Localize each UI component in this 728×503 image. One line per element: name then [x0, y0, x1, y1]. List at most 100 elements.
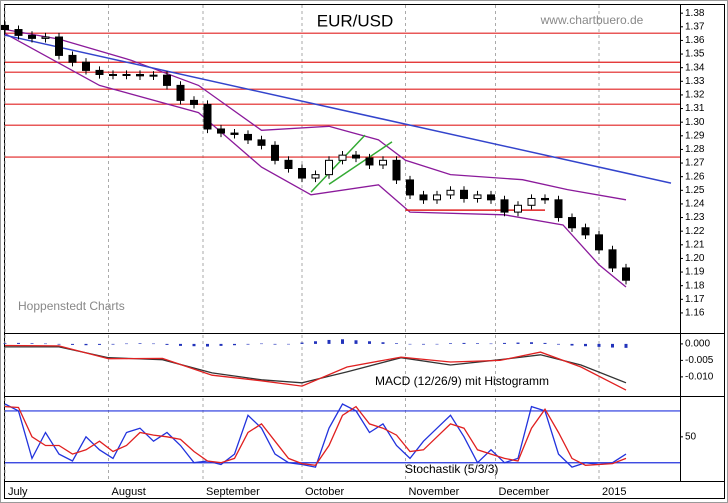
- candle-body: [82, 61, 90, 71]
- grid: [4, 5, 683, 480]
- histogram-bar: [71, 343, 74, 345]
- histogram-bar: [192, 343, 196, 347]
- candle-body: [433, 194, 441, 201]
- y-tick-label: 1.36: [685, 35, 705, 46]
- candle-body: [217, 128, 225, 134]
- histogram-bar: [273, 343, 277, 345]
- y-tick-label: 1.20: [685, 253, 705, 264]
- candle-body: [608, 249, 617, 269]
- histogram-bar: [570, 343, 574, 346]
- candle-body: [149, 74, 158, 77]
- histogram-bar: [98, 343, 101, 345]
- line: [4, 28, 627, 201]
- y-tick-label: 1.22: [685, 226, 705, 237]
- histogram-bar: [260, 343, 263, 345]
- line: [4, 403, 627, 468]
- x-tick-label: August: [112, 486, 146, 498]
- y-tick-label: 1.23: [685, 212, 705, 223]
- x-tick-label: July: [8, 486, 28, 498]
- candle-body: [190, 99, 198, 105]
- candle-body: [514, 204, 522, 213]
- candle-body: [392, 159, 401, 181]
- candle-body: [554, 199, 563, 219]
- line: [4, 344, 627, 391]
- y-tick-label: 1.16: [685, 308, 705, 319]
- candle-body: [298, 168, 306, 179]
- histogram-bar: [368, 341, 371, 344]
- histogram-bar: [422, 343, 425, 345]
- histogram-bar: [138, 343, 142, 344]
- candle-body: [446, 189, 455, 196]
- y-tick-label: 1.26: [685, 171, 705, 182]
- candle-body: [230, 132, 239, 135]
- line: [328, 141, 393, 185]
- histogram-bar: [408, 343, 412, 345]
- histogram-bar: [584, 343, 587, 347]
- histogram-bar: [219, 343, 223, 346]
- histogram-bar: [57, 343, 61, 345]
- candle-body: [271, 144, 279, 161]
- candle-body: [473, 194, 482, 199]
- y-tick-label: 1.27: [685, 158, 705, 169]
- x-tick-label: November: [409, 486, 460, 498]
- histogram-bar: [381, 342, 385, 344]
- histogram-bar: [354, 340, 358, 344]
- line: [4, 33, 627, 288]
- candle-body: [203, 103, 212, 130]
- marks: [1, 21, 672, 468]
- candle-body: [568, 217, 576, 229]
- candle-body: [595, 234, 603, 251]
- histogram-bar: [84, 343, 88, 346]
- y-tick-label: 50: [685, 431, 697, 442]
- histogram-bar: [314, 341, 317, 344]
- histogram-bar: [165, 343, 169, 345]
- x-tick-label: September: [206, 486, 260, 498]
- candle-body: [460, 189, 468, 199]
- candle-body: [311, 174, 320, 179]
- histogram-bar: [30, 343, 34, 344]
- y-tick-label: 1.34: [685, 62, 705, 73]
- y-tick-label: 1.21: [685, 239, 705, 250]
- histogram-bar: [125, 343, 128, 345]
- histogram-bar: [516, 342, 520, 344]
- y-tick-label: 1.19: [685, 267, 705, 278]
- candle-body: [325, 159, 333, 176]
- histogram-bar: [624, 343, 628, 348]
- y-tick-label: -0.010: [685, 372, 714, 383]
- candle-body: [406, 179, 414, 196]
- candle-body: [244, 133, 252, 141]
- histogram-bar: [557, 343, 560, 345]
- x-tick-label: October: [305, 486, 344, 498]
- candle-body: [1, 24, 9, 31]
- candle-body: [622, 267, 630, 281]
- histogram-bar: [287, 343, 290, 345]
- y-tick-label: 1.32: [685, 90, 705, 101]
- histogram-bar: [462, 342, 466, 344]
- histogram-bar: [206, 343, 209, 347]
- line: [4, 405, 627, 466]
- candle-body: [581, 227, 590, 236]
- y-tick-label: 1.38: [685, 8, 705, 19]
- y-tick-label: 1.24: [685, 199, 705, 210]
- candle-body: [257, 139, 266, 146]
- candle-body: [122, 73, 131, 76]
- histogram-bar: [327, 339, 331, 344]
- y-tick-label: 1.33: [685, 76, 705, 87]
- candle-body: [487, 194, 495, 201]
- source: www.chartbuero.de: [540, 13, 644, 27]
- histogram-bar: [152, 343, 155, 345]
- x-tick-label: 2015: [602, 486, 626, 498]
- candle-body: [379, 159, 387, 166]
- histogram-bar: [489, 343, 493, 345]
- histogram-bar: [300, 342, 304, 344]
- candle-body: [365, 157, 374, 166]
- candle-body: [527, 197, 536, 206]
- histogram-bar: [17, 342, 20, 344]
- histogram-bar: [246, 343, 250, 345]
- candle-body: [163, 74, 171, 86]
- y-tick-label: 1.17: [685, 294, 705, 305]
- panel-label: Stochastik (5/3/3): [405, 462, 498, 476]
